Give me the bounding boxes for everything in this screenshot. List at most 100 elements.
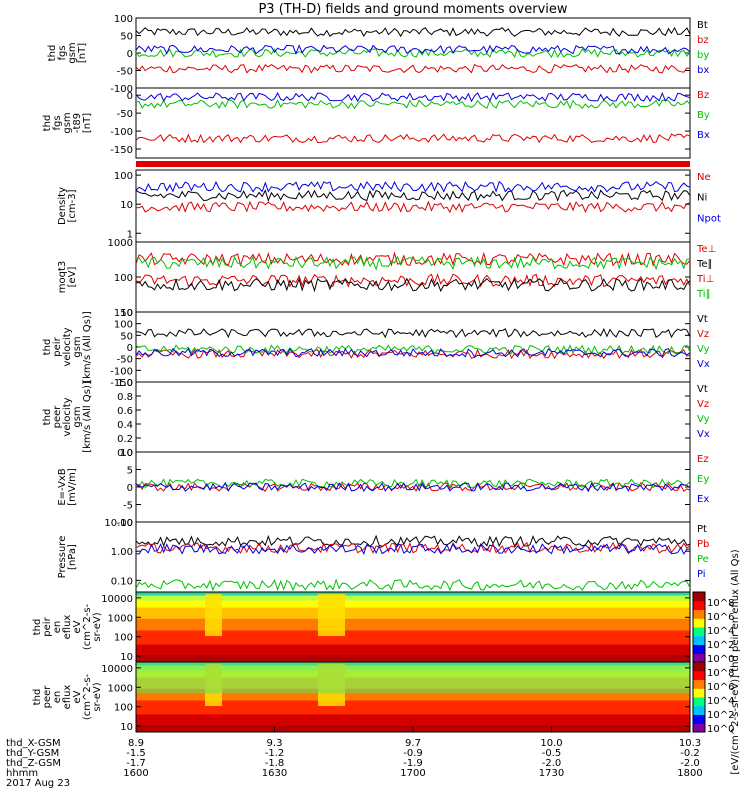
ephemeris-value: 8.9 (128, 738, 144, 749)
y-axis-label: thd (32, 689, 43, 706)
y-axis-label: gsm (67, 42, 78, 63)
y-tick-label: 100 (114, 14, 133, 25)
series-line (135, 347, 691, 358)
series-line (135, 99, 691, 110)
x-tick-label: 1600 (123, 768, 148, 779)
colorbar-segment (693, 662, 705, 672)
y-tick-label: 0.4 (117, 420, 133, 431)
colorbar-segment (693, 679, 705, 689)
spec-band (136, 607, 690, 619)
y-axis-label: peer (42, 685, 53, 709)
y-tick-label: 0.0 (117, 448, 133, 459)
series-line (135, 578, 691, 592)
y-tick-label: 1000 (108, 238, 133, 249)
ephemeris-label: thd_X-GSM (6, 738, 61, 749)
legend-entry: Bz (697, 90, 709, 101)
y-axis-label: thd (42, 409, 53, 426)
legend-entry: Bt (697, 20, 708, 31)
legend-entry: By (697, 110, 710, 121)
y-axis-label: fgs (57, 45, 68, 60)
ephemeris-value: 9.3 (267, 738, 283, 749)
y-axis-label: gsm (72, 336, 83, 357)
data-quality-bar (136, 161, 690, 167)
y-tick-label: 0.10 (111, 576, 133, 587)
chart-title: P3 (TH-D) fields and ground moments over… (258, 2, 567, 17)
y-tick-label: 0 (127, 49, 133, 60)
y-axis-label: eflux (62, 615, 73, 640)
y-axis-label: thd (42, 339, 53, 356)
series-line (135, 255, 691, 271)
spec-band (136, 630, 690, 645)
y-tick-label: 1000 (108, 613, 133, 624)
colorbar-segment (693, 670, 705, 680)
panel-frame (135, 241, 691, 313)
y-axis-label: velocity (62, 327, 73, 366)
spec-band (136, 644, 690, 655)
ephemeris-value: -2.0 (680, 758, 700, 769)
colorbar-segment (693, 653, 705, 663)
legend-entry: Vt (697, 314, 708, 325)
y-tick-label: 100 (114, 320, 133, 331)
y-tick-label: -50 (117, 109, 133, 120)
colorbar-segment (693, 592, 705, 602)
legend-entry: Vy (697, 414, 710, 425)
series-line (135, 180, 691, 193)
ephemeris-value: -1.5 (126, 748, 146, 759)
y-axis-label: eV (72, 690, 83, 703)
y-axis-label: en (52, 621, 63, 634)
y-axis-label: peir (42, 616, 53, 636)
y-axis-label: velocity (62, 397, 73, 436)
colorbar-segment (693, 697, 705, 707)
y-tick-label: -100 (110, 127, 133, 138)
y-tick-label: -150 (110, 378, 133, 389)
x-tick-label: 1630 (262, 768, 287, 779)
ephemeris-value: -2.0 (542, 758, 562, 769)
y-tick-label: 1.0 (117, 378, 133, 389)
y-axis-label: moqt3 (57, 261, 68, 294)
y-axis-label: sr-eV) (92, 612, 103, 641)
legend-entry: Te∥ (696, 259, 713, 270)
legend-entry: Vz (697, 329, 709, 340)
legend-entry: Ez (697, 454, 709, 465)
series-line (135, 133, 691, 144)
y-axis-label: sr-eV) (92, 682, 103, 711)
series-line (135, 63, 691, 74)
legend-entry: Ne (697, 172, 711, 183)
legend-entry: Vx (697, 359, 710, 370)
series-line (135, 200, 691, 214)
y-tick-label: 1.00 (111, 547, 133, 558)
y-axis-label: en (52, 691, 63, 704)
y-axis-label: [cm-3] (67, 189, 78, 222)
y-tick-label: 100 (114, 633, 133, 644)
series-line (135, 251, 691, 268)
series-line (135, 48, 691, 59)
series-line (135, 327, 691, 339)
series-line (135, 26, 691, 38)
y-axis-label: [eV] (67, 267, 78, 288)
colorbar-segment (693, 600, 705, 610)
panel-frame (135, 87, 691, 159)
ephemeris-value: 10.3 (679, 738, 701, 749)
y-tick-label: 0 (127, 91, 133, 102)
y-tick-label: 10.00 (104, 518, 133, 529)
ephemeris-label: thd_Y-GSM (6, 748, 59, 759)
y-tick-label: 5 (127, 466, 133, 477)
y-axis-label: thd (32, 619, 43, 636)
colorbar-tick-label: 10^2 (707, 710, 734, 721)
x-tick-label: 1730 (539, 768, 564, 779)
y-axis-label: (cm^2-s- (82, 603, 93, 650)
legend-entry: Vy (697, 344, 710, 355)
colorbar-tick-label: 10^4 (707, 626, 734, 637)
y-tick-label: -10 (117, 518, 133, 529)
legend-entry: Vt (697, 384, 708, 395)
colorbar-tick-label: 10^0 (707, 654, 734, 665)
spec-band (136, 618, 690, 631)
ephemeris-label: thd_Z-GSM (6, 758, 61, 769)
y-axis-label: Pressure (57, 536, 68, 579)
legend-entry: Ey (697, 474, 709, 485)
spec-enhancement (318, 594, 345, 636)
y-tick-label: 150 (114, 308, 133, 319)
colorbar-segment (693, 723, 705, 733)
legend-entry: Te⊥ (696, 244, 716, 255)
ephemeris-value: -0.5 (542, 748, 562, 759)
